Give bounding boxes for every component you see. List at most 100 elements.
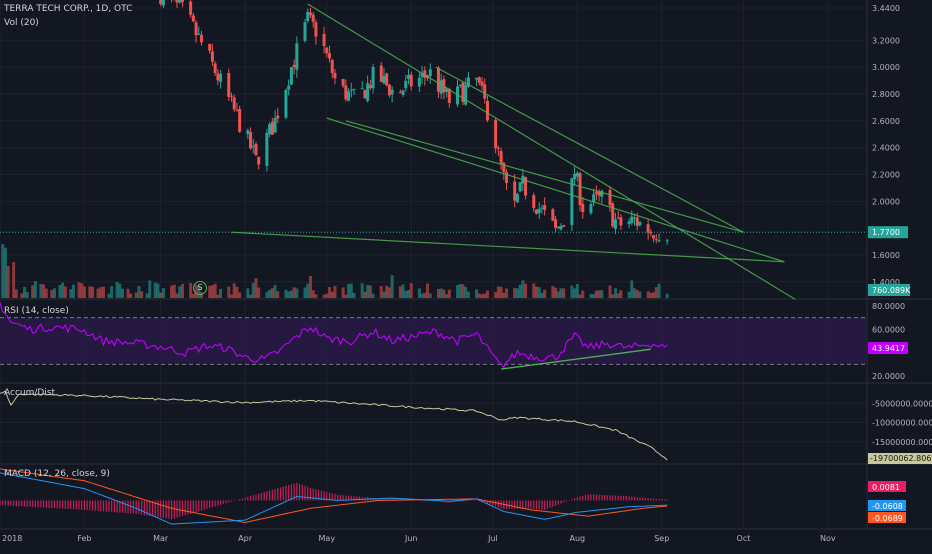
price-candle <box>180 0 184 3</box>
macd-histogram-bar <box>34 500 37 508</box>
price-candle <box>197 33 201 35</box>
macd-histogram-bar <box>154 500 156 517</box>
volume-bar <box>616 293 620 298</box>
macd-histogram-bar <box>111 500 113 512</box>
macd-histogram-bar <box>484 500 486 503</box>
macd-histogram-bar <box>587 494 589 501</box>
volume-bar <box>161 288 165 298</box>
price-candle <box>227 73 231 97</box>
macd-histogram-bar <box>560 500 562 504</box>
macd-histogram-bar <box>138 500 140 515</box>
month-tick-label: Feb <box>77 534 91 543</box>
volume-bar <box>371 293 375 298</box>
price-candle <box>592 194 596 203</box>
macd-histogram-bar <box>124 500 126 514</box>
macd-histogram-bar <box>326 491 328 501</box>
price-candle <box>461 82 465 102</box>
volume-bar <box>646 291 650 298</box>
volume-bar <box>178 286 182 298</box>
macd-histogram-bar <box>135 500 137 514</box>
macd-histogram-bar <box>7 500 9 506</box>
price-candle <box>445 88 449 92</box>
rsi-label[interactable]: RSI (14, close) <box>4 306 69 316</box>
volume-bar <box>238 292 242 298</box>
macd-histogram-bar <box>339 495 342 501</box>
symbol-title[interactable]: TERRA TECH CORP., 1D, OTC <box>4 4 133 14</box>
macd-histogram-bar <box>192 500 194 513</box>
macd-histogram-bar <box>51 500 53 509</box>
volume-bar <box>284 289 288 298</box>
accum-dist-label[interactable]: Accum/Dist <box>4 388 56 398</box>
price-candle <box>556 226 560 229</box>
volume-bar <box>458 284 462 298</box>
macd-histogram-bar <box>603 495 606 501</box>
price-candle <box>235 109 239 111</box>
macd-histogram-bar <box>64 500 66 509</box>
volume-bar <box>368 285 372 298</box>
rsi-tag <box>868 342 908 355</box>
volume-bar <box>578 294 582 298</box>
macd-label[interactable]: MACD (12, 26, close, 9) <box>4 469 110 479</box>
macd-histogram-bar <box>56 500 58 509</box>
price-candle <box>442 79 446 93</box>
price-candle <box>246 130 250 135</box>
volume-bar <box>295 288 299 298</box>
macd-histogram-bar <box>100 500 102 512</box>
macd-histogram-bar <box>59 500 61 509</box>
volume-bar <box>235 286 239 298</box>
volume-bar <box>502 292 506 298</box>
volume-bar <box>303 287 307 298</box>
price-candle <box>464 84 468 105</box>
macd-histogram-bar <box>4 500 7 506</box>
volume-bar <box>325 293 329 298</box>
price-candle <box>638 222 642 226</box>
volume-label[interactable]: Vol (20) <box>4 18 39 28</box>
volume-bar <box>428 293 432 298</box>
macd-histogram-bar <box>200 500 203 511</box>
macd-histogram-bar <box>97 500 99 511</box>
volume-bar <box>270 288 274 298</box>
macd-histogram-bar <box>187 500 189 515</box>
macd-histogram-bar <box>119 500 121 513</box>
price-candle <box>518 182 522 192</box>
macd-histogram-bar <box>255 494 257 501</box>
price-candle <box>341 78 345 86</box>
macd-histogram-bar <box>399 498 401 501</box>
macd-histogram-bar <box>285 485 287 501</box>
volume-bar <box>276 291 280 298</box>
macd-histogram-bar <box>595 494 597 501</box>
price-candle <box>575 172 579 177</box>
price-tick-label: 2.4000 <box>872 144 900 153</box>
macd-histogram-bar <box>37 500 39 508</box>
seasonals-badge[interactable]: S <box>193 281 207 295</box>
macd-histogram-bar <box>173 500 175 519</box>
price-candle <box>191 15 195 22</box>
macd-histogram-bar <box>424 500 426 501</box>
volume-bar <box>216 294 220 298</box>
macd-histogram-bar <box>209 500 211 509</box>
price-candle <box>232 97 236 110</box>
price-candle <box>537 208 541 214</box>
month-tick-label: Mar <box>153 534 169 543</box>
macd-histogram-bar <box>478 500 480 502</box>
macd-histogram-bar <box>353 496 355 501</box>
macd-histogram-bar <box>358 496 361 501</box>
volume-bar <box>115 281 119 298</box>
volume-bar <box>50 290 54 298</box>
macd-histogram-bar <box>228 500 230 503</box>
price-candle <box>379 65 383 82</box>
macd-histogram-bar <box>456 500 459 503</box>
macd-histogram-bar <box>45 500 47 508</box>
volume-bar <box>227 286 231 298</box>
volume-bar <box>464 286 468 298</box>
volume-bar <box>439 288 443 298</box>
price-candle <box>627 221 631 225</box>
price-tick-label: 3.0000 <box>872 63 900 72</box>
price-candle <box>594 192 598 195</box>
macd-histogram-bar <box>217 500 219 506</box>
macd-histogram-bar <box>315 489 317 501</box>
macd-histogram-bar <box>219 500 222 505</box>
macd-histogram-bar <box>557 500 559 505</box>
